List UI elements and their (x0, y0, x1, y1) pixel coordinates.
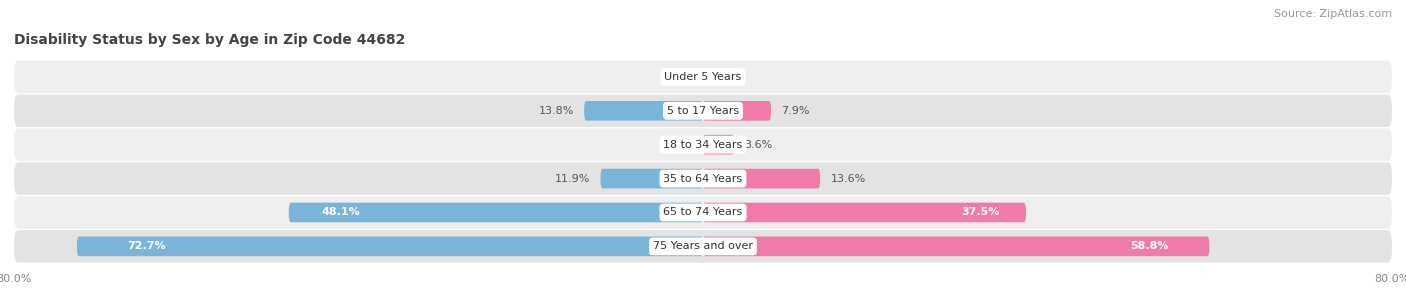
FancyBboxPatch shape (703, 101, 770, 121)
FancyBboxPatch shape (77, 237, 703, 256)
FancyBboxPatch shape (703, 203, 1026, 222)
FancyBboxPatch shape (703, 135, 734, 155)
Text: 13.6%: 13.6% (831, 174, 866, 184)
Text: 13.8%: 13.8% (538, 106, 574, 116)
FancyBboxPatch shape (14, 95, 1392, 127)
FancyBboxPatch shape (703, 169, 820, 188)
Text: 37.5%: 37.5% (962, 207, 1000, 217)
Text: Disability Status by Sex by Age in Zip Code 44682: Disability Status by Sex by Age in Zip C… (14, 33, 405, 47)
FancyBboxPatch shape (14, 230, 1392, 263)
Text: 0.0%: 0.0% (662, 140, 690, 150)
Text: 65 to 74 Years: 65 to 74 Years (664, 207, 742, 217)
Text: 75 Years and over: 75 Years and over (652, 241, 754, 251)
Text: 18 to 34 Years: 18 to 34 Years (664, 140, 742, 150)
Text: Source: ZipAtlas.com: Source: ZipAtlas.com (1274, 9, 1392, 19)
Text: Under 5 Years: Under 5 Years (665, 72, 741, 82)
Text: 48.1%: 48.1% (322, 207, 361, 217)
Text: 35 to 64 Years: 35 to 64 Years (664, 174, 742, 184)
Text: 58.8%: 58.8% (1130, 241, 1168, 251)
Text: 0.0%: 0.0% (716, 72, 744, 82)
FancyBboxPatch shape (583, 101, 703, 121)
Text: 11.9%: 11.9% (555, 174, 591, 184)
FancyBboxPatch shape (14, 162, 1392, 195)
FancyBboxPatch shape (14, 61, 1392, 93)
FancyBboxPatch shape (600, 169, 703, 188)
Text: 7.9%: 7.9% (782, 106, 810, 116)
Text: 5 to 17 Years: 5 to 17 Years (666, 106, 740, 116)
Text: 3.6%: 3.6% (744, 140, 772, 150)
FancyBboxPatch shape (703, 237, 1209, 256)
Text: 0.0%: 0.0% (662, 72, 690, 82)
Text: 72.7%: 72.7% (127, 241, 166, 251)
FancyBboxPatch shape (288, 203, 703, 222)
FancyBboxPatch shape (14, 196, 1392, 229)
FancyBboxPatch shape (14, 128, 1392, 161)
